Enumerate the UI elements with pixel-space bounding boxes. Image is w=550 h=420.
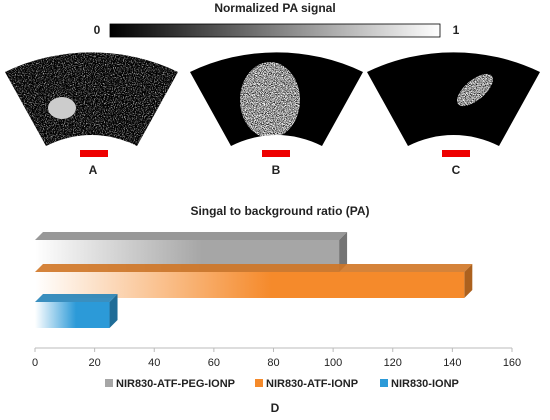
x-tick-label: 120: [384, 357, 402, 369]
scale-bar: [262, 150, 290, 157]
legend-swatch: [380, 379, 388, 387]
colorbar-max: 1: [453, 23, 460, 37]
x-tick-label: 40: [148, 357, 160, 369]
panel-b: [190, 52, 363, 146]
legend-label: NIR830-ATF-IONP: [266, 378, 358, 390]
bar-side: [464, 264, 473, 298]
chart-title: Singal to background ratio (PA): [190, 204, 369, 218]
legend-swatch: [105, 379, 113, 387]
bar: [35, 302, 110, 328]
x-tick-label: 80: [267, 357, 279, 369]
colorbar-title: Normalized PA signal: [214, 1, 335, 15]
colorbar: [109, 23, 441, 38]
panel-label: C: [452, 163, 461, 177]
colorbar-min: 0: [94, 23, 101, 37]
bar-chart: 0 20 40 60 80 100 120 140 160 NIR830-ATF-PEG-IONP…: [32, 232, 521, 390]
bar: [35, 272, 465, 298]
legend-label: NIR830-IONP: [391, 378, 459, 390]
figure-label: D: [271, 401, 280, 415]
bar-top: [35, 264, 473, 272]
x-tick-label: 100: [324, 357, 342, 369]
panel-label: B: [272, 163, 281, 177]
scale-bar: [442, 150, 470, 157]
panel-label: A: [89, 163, 98, 177]
panel-c: [367, 52, 540, 146]
x-tick-label: 160: [503, 357, 521, 369]
panel-a: [5, 52, 178, 146]
x-tick-label: 0: [32, 357, 38, 369]
x-tick-label: 60: [208, 357, 220, 369]
legend-label: NIR830-ATF-PEG-IONP: [116, 378, 235, 390]
x-tick-label: 140: [443, 357, 461, 369]
legend-swatch: [255, 379, 263, 387]
bar-top: [35, 294, 118, 302]
bar-side: [109, 294, 118, 328]
bar-top: [35, 232, 348, 240]
bar-side: [339, 232, 348, 272]
x-tick-label: 20: [89, 357, 101, 369]
scale-bar: [80, 150, 108, 157]
